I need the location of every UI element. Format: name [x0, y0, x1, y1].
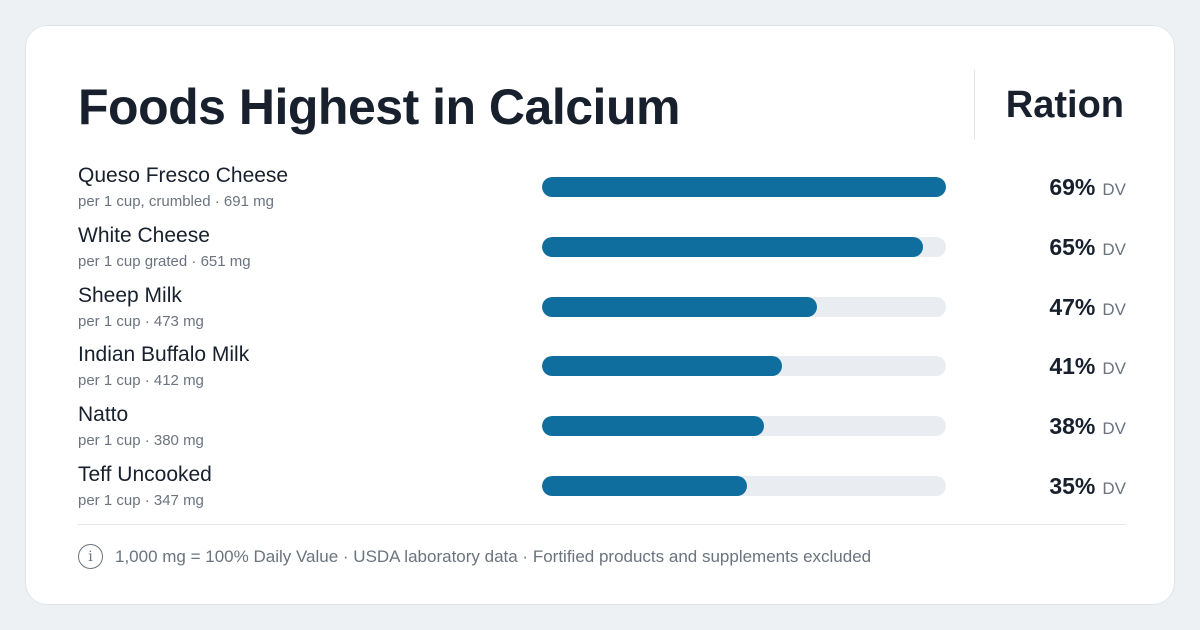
category-label: Indian Buffalo Milk	[78, 343, 250, 367]
category-detail: per 1 cup · 347 mg	[78, 491, 204, 509]
bar	[542, 177, 946, 197]
bar-track	[542, 356, 946, 377]
bar-rows: Queso Fresco Cheese per 1 cup, crumbled ·…	[78, 164, 1126, 523]
bar-row: Sheep Milk per 1 cup · 473 mg 47% DV	[78, 284, 1126, 344]
footer: i 1,000 mg = 100% Daily Value · USDA lab…	[78, 544, 871, 569]
category-label: Natto	[78, 403, 129, 427]
category-detail: per 1 cup, crumbled · 691 mg	[78, 193, 274, 210]
brand-logo: Ration	[1005, 84, 1124, 126]
bar-row: Queso Fresco Cheese per 1 cup, crumbled ·…	[78, 164, 1126, 224]
chart-card: Foods Highest in Calcium Ration Queso Fr…	[25, 25, 1175, 605]
bar	[542, 296, 818, 317]
value-percent: 69%	[1049, 174, 1096, 200]
bar	[542, 416, 765, 437]
category-label: Queso Fresco Cheese	[78, 164, 289, 187]
value-label: 69% DV	[1049, 174, 1126, 201]
value-unit: DV	[1102, 239, 1126, 259]
value-unit: DV	[1102, 419, 1126, 439]
value-percent: 65%	[1049, 233, 1096, 260]
value-label: 38% DV	[1049, 413, 1126, 440]
bar-row: Natto per 1 cup · 380 mg 38% DV	[78, 403, 1126, 463]
bar	[542, 356, 783, 377]
value-percent: 41%	[1049, 353, 1096, 380]
bar-track	[542, 296, 946, 317]
value-label: 35% DV	[1049, 473, 1126, 500]
value-label: 47% DV	[1049, 294, 1126, 321]
bar-track	[542, 177, 946, 197]
bar-track	[542, 475, 946, 496]
category-label: Teff Uncooked	[78, 462, 212, 486]
bar-track	[542, 236, 946, 257]
category-label: Sheep Milk	[78, 283, 182, 307]
info-icon: i	[78, 544, 103, 569]
category-detail: per 1 cup · 380 mg	[78, 432, 204, 450]
value-unit: DV	[1102, 180, 1126, 199]
bar	[542, 475, 747, 496]
value-percent: 38%	[1049, 413, 1096, 440]
value-label: 41% DV	[1049, 353, 1126, 380]
chart-title: Foods Highest in Calcium	[78, 79, 680, 135]
value-unit: DV	[1102, 478, 1126, 498]
category-detail: per 1 cup · 412 mg	[78, 372, 204, 390]
value-percent: 47%	[1049, 293, 1096, 320]
value-unit: DV	[1102, 299, 1126, 319]
footer-divider	[78, 524, 1126, 525]
bar	[542, 236, 923, 257]
category-detail: per 1 cup grated · 651 mg	[78, 252, 251, 270]
bar-track	[542, 416, 946, 437]
header-divider	[974, 70, 975, 140]
category-detail: per 1 cup · 473 mg	[78, 312, 204, 330]
footnote: 1,000 mg = 100% Daily Value · USDA labor…	[115, 546, 872, 566]
bar-row: White Cheese per 1 cup grated · 651 mg 65%…	[78, 224, 1126, 284]
bar-row: Indian Buffalo Milk per 1 cup · 412 mg 41%…	[78, 343, 1126, 403]
value-label: 65% DV	[1049, 234, 1126, 261]
value-unit: DV	[1102, 359, 1126, 379]
bar-row: Teff Uncooked per 1 cup · 347 mg 35% DV	[78, 463, 1126, 523]
value-percent: 35%	[1049, 472, 1096, 499]
category-label: White Cheese	[78, 223, 210, 247]
